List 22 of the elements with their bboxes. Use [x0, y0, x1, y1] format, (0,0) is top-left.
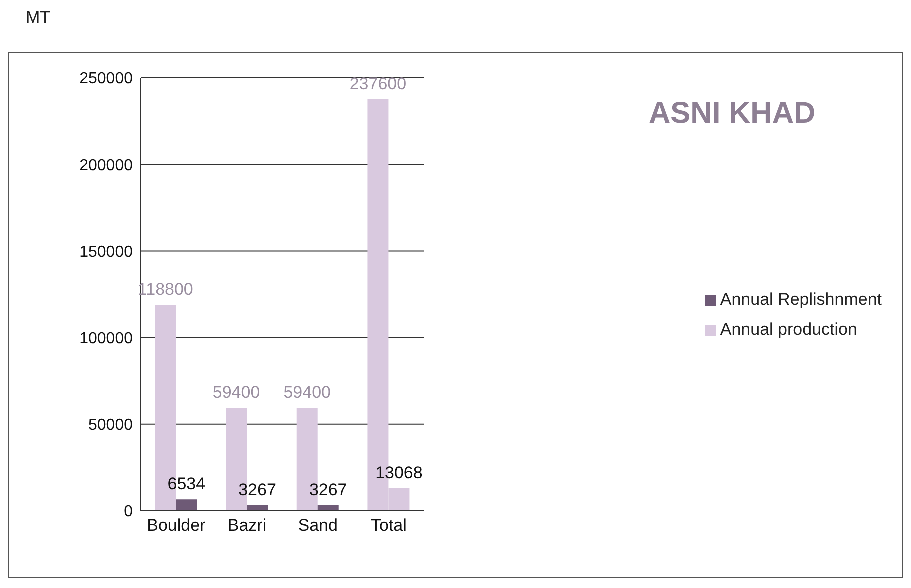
data-label: 3267: [238, 480, 276, 500]
data-label: 6534: [168, 474, 206, 494]
y-tick-label: 200000: [80, 157, 134, 174]
y-axis-title: MT: [26, 8, 51, 28]
y-tick-label: 100000: [80, 330, 134, 348]
bar: [176, 500, 198, 511]
data-label: 237600: [350, 74, 407, 94]
data-label: 3267: [309, 480, 348, 500]
data-label: 59400: [212, 383, 260, 402]
data-label: 13068: [376, 463, 423, 482]
x-tick-label: Sand: [298, 516, 338, 536]
x-tick-label: Boulder: [147, 516, 206, 536]
y-tick-label: 50000: [88, 417, 134, 434]
legend-label: Annual Replishnment: [720, 290, 882, 309]
y-tick-label: 0: [124, 504, 134, 521]
y-tick-label: 150000: [80, 244, 134, 261]
legend-label: Annual production: [720, 320, 858, 339]
text: ASNI KHAD: [649, 97, 816, 131]
y-tick-label: 250000: [80, 70, 134, 88]
data-label: 59400: [284, 383, 332, 402]
x-tick-label: Bazri: [228, 516, 267, 536]
x-tick-label: Total: [371, 516, 407, 536]
